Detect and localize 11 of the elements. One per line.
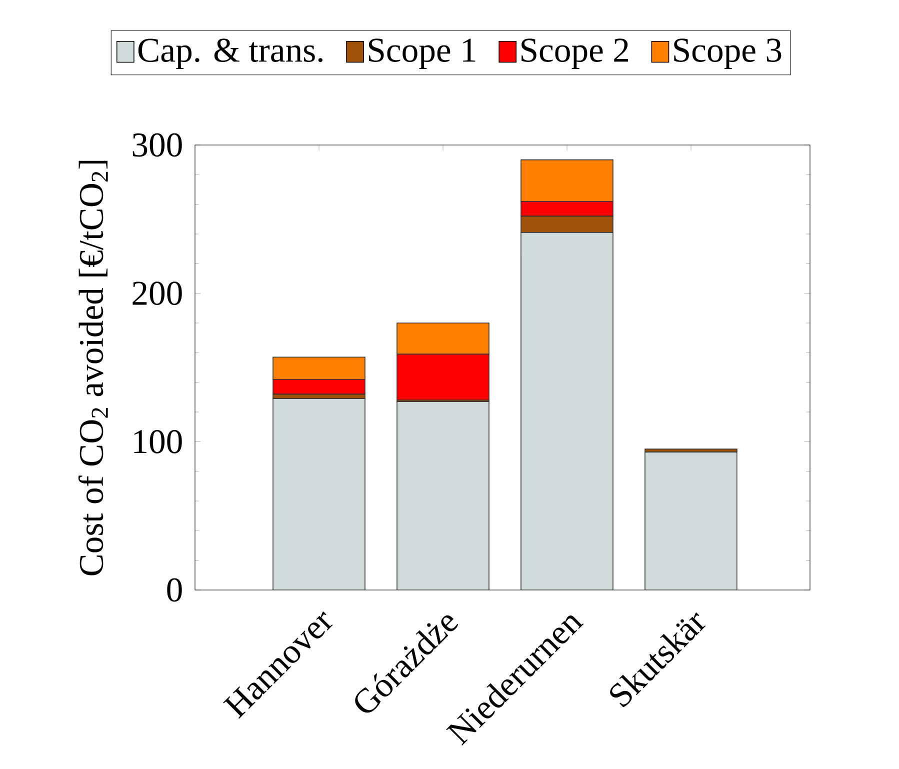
y-tick-label: 300 xyxy=(132,133,182,157)
y-axis-title: Cost of CO$_{2}$ avoided [€/tCO$_{2}$] xyxy=(78,160,108,576)
legend-label: Scope 2 xyxy=(522,38,628,70)
legend-label: Scope 3 xyxy=(674,38,782,70)
bar xyxy=(644,452,738,590)
legend-label: Cap. & trans. xyxy=(138,38,322,70)
bar xyxy=(272,398,366,590)
y-tick-label: 0 xyxy=(167,578,182,602)
legend-label: Scope 1 xyxy=(368,38,476,70)
y-tick-label: 100 xyxy=(134,430,182,454)
y-tick-label: 200 xyxy=(132,282,182,306)
